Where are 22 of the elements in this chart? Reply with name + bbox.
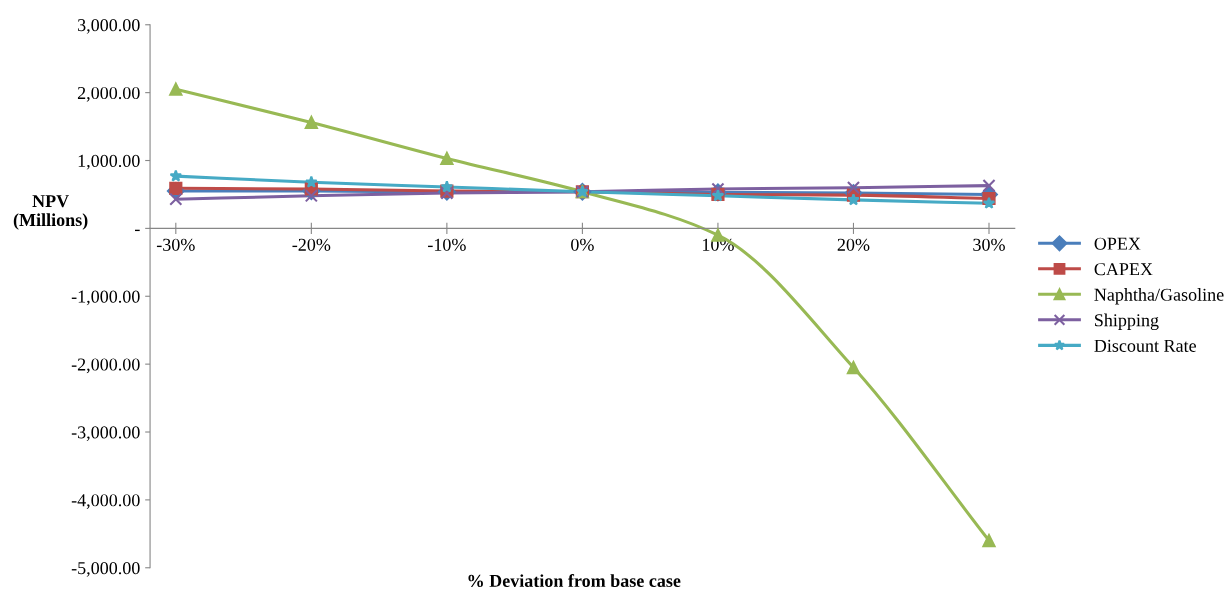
legend-label: Discount Rate bbox=[1094, 339, 1196, 352]
y-axis-title: NPV (Millions) bbox=[13, 195, 88, 230]
y-tick-label: -5,000.00 bbox=[71, 562, 140, 577]
y-tick-label: 3,000.00 bbox=[78, 19, 140, 34]
y-tick-label: -1,000.00 bbox=[71, 290, 140, 306]
x-tick-label: -30% bbox=[156, 238, 195, 251]
y-tick-label: 1,000.00 bbox=[78, 154, 140, 170]
legend-label: Naphtha/Gasoline bbox=[1094, 288, 1224, 305]
y-tick-label: -2,000.00 bbox=[71, 358, 140, 374]
x-tick-label: -20% bbox=[292, 238, 331, 251]
x-tick-label: 30% bbox=[973, 238, 1005, 251]
y-tick-label: -4,000.00 bbox=[71, 494, 140, 509]
y-tick-label: - bbox=[135, 229, 140, 232]
x-tick-label: 0% bbox=[571, 238, 594, 251]
y-tick-label: -3,000.00 bbox=[71, 426, 140, 442]
legend-label: OPEX bbox=[1094, 237, 1141, 250]
x-axis-title: % Deviation from base case bbox=[468, 574, 681, 588]
x-tick-label: -10% bbox=[427, 238, 466, 251]
y-tick-label: 2,000.00 bbox=[77, 86, 140, 102]
legend-label: Shipping bbox=[1095, 313, 1159, 331]
legend-label: CAPEX bbox=[1094, 263, 1153, 276]
x-tick-label: 20% bbox=[837, 238, 870, 251]
